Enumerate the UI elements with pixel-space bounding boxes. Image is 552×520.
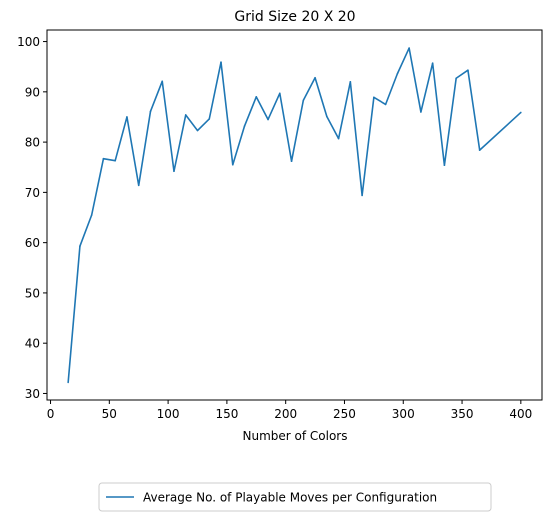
data-point (220, 61, 222, 63)
series-line-0 (67, 47, 522, 383)
y-tick-label: 90 (25, 85, 40, 99)
plot-frame (46, 29, 543, 401)
series-layer (67, 47, 522, 384)
data-point (349, 80, 352, 83)
data-point (267, 118, 269, 121)
data-point (255, 96, 258, 98)
data-point (520, 111, 522, 114)
data-point (302, 99, 305, 102)
y-tick-label: 60 (25, 236, 40, 250)
x-tick-label: 300 (392, 407, 415, 421)
x-tick-label: 400 (509, 407, 532, 421)
data-point (126, 116, 128, 118)
data-point (373, 96, 375, 99)
x-tick-label: 150 (215, 407, 238, 421)
y-tick-label: 30 (25, 387, 40, 401)
y-tick-label: 40 (25, 337, 40, 351)
legend-box (98, 482, 492, 512)
x-tick-label: 50 (102, 407, 117, 421)
data-point (184, 114, 187, 116)
x-tick-label: 250 (333, 407, 356, 421)
data-point (173, 170, 175, 173)
data-point (149, 110, 152, 113)
y-tick-label: 50 (25, 286, 40, 300)
y-tick-label: 70 (25, 186, 40, 200)
data-point (396, 72, 399, 75)
data-point (455, 77, 457, 80)
data-point (67, 381, 69, 384)
data-point (79, 245, 81, 247)
y-tick-label: 80 (25, 136, 40, 150)
data-point (114, 159, 116, 162)
data-point (408, 47, 410, 49)
legend-label: Average No. of Playable Moves per Config… (143, 491, 437, 505)
x-tick-label: 200 (274, 407, 297, 421)
data-point (443, 164, 446, 167)
data-point (90, 214, 93, 216)
x-tick-label: 100 (157, 407, 180, 421)
y-axis: 30 40 50 60 70 80 90 100 (17, 35, 47, 401)
data-point (196, 129, 199, 132)
data-point (337, 137, 340, 140)
data-point (231, 163, 234, 166)
data-point (431, 62, 434, 64)
data-point (314, 76, 316, 79)
data-point (137, 184, 140, 187)
legend: Average No. of Playable Moves per Config… (98, 482, 492, 512)
data-point (208, 118, 211, 120)
data-point (102, 157, 105, 160)
data-point (467, 69, 469, 72)
x-tick-label: 0 (47, 407, 55, 421)
x-axis-label: Number of Colors (243, 429, 348, 443)
data-point (384, 103, 387, 106)
data-point (361, 194, 363, 197)
x-tick-label: 350 (451, 407, 474, 421)
y-tick-label: 100 (17, 35, 40, 49)
data-point (478, 149, 481, 151)
data-point (326, 115, 328, 118)
data-point (279, 92, 281, 95)
data-point (243, 125, 246, 127)
x-axis: 0 50 100 150 200 250 300 350 400 (47, 400, 532, 421)
data-point (161, 80, 164, 83)
chart-title: Grid Size 20 X 20 (234, 9, 355, 25)
data-point (420, 111, 422, 113)
data-point (290, 160, 293, 163)
